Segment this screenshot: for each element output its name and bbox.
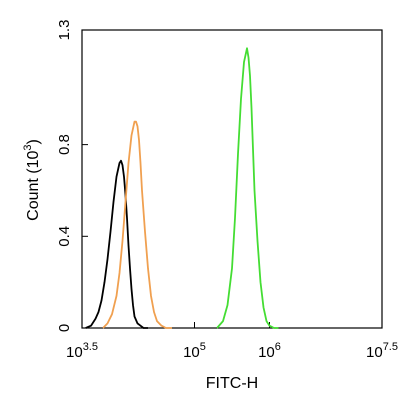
x-tick-label: 106 (258, 341, 281, 361)
y-tick-label: 0.8 (56, 134, 73, 155)
series-layer (85, 47, 279, 329)
plot-frame (81, 29, 383, 329)
x-tick-label: 105 (183, 341, 206, 361)
x-tick-base: 10 (183, 344, 200, 361)
x-tick-exponent: 3.5 (83, 341, 98, 353)
axis-ticks: 103.5 105 106 107.500.40.81.3 (56, 20, 398, 361)
x-tick-base: 10 (366, 344, 383, 361)
y-axis-label: Count (103) (22, 139, 42, 221)
x-tick-exponent: 6 (275, 341, 281, 353)
y-axis-label-unit-open: ( (25, 168, 42, 178)
y-axis-label-unit-exp: 3 (22, 144, 34, 150)
x-tick-label: 107.5 (366, 341, 398, 361)
y-axis-label-text: Count (25, 178, 42, 221)
x-tick-exponent: 5 (200, 341, 206, 353)
y-tick-label: 0.4 (56, 226, 73, 247)
x-tick-base: 10 (66, 344, 83, 361)
x-tick-label: 103.5 (66, 341, 98, 361)
y-tick-label: 0 (56, 324, 73, 332)
histogram-series-1 (85, 159, 148, 329)
y-tick-label: 1.3 (56, 20, 73, 41)
x-tick-exponent: 7.5 (383, 341, 398, 353)
x-axis-label: FITC-H (206, 375, 258, 392)
y-axis-label-unit-base: 10 (25, 150, 42, 168)
x-tick-base: 10 (258, 344, 275, 361)
y-axis-label-unit-close: ) (25, 139, 42, 144)
histogram-series-2 (102, 120, 172, 329)
histogram-series-3 (216, 47, 279, 329)
